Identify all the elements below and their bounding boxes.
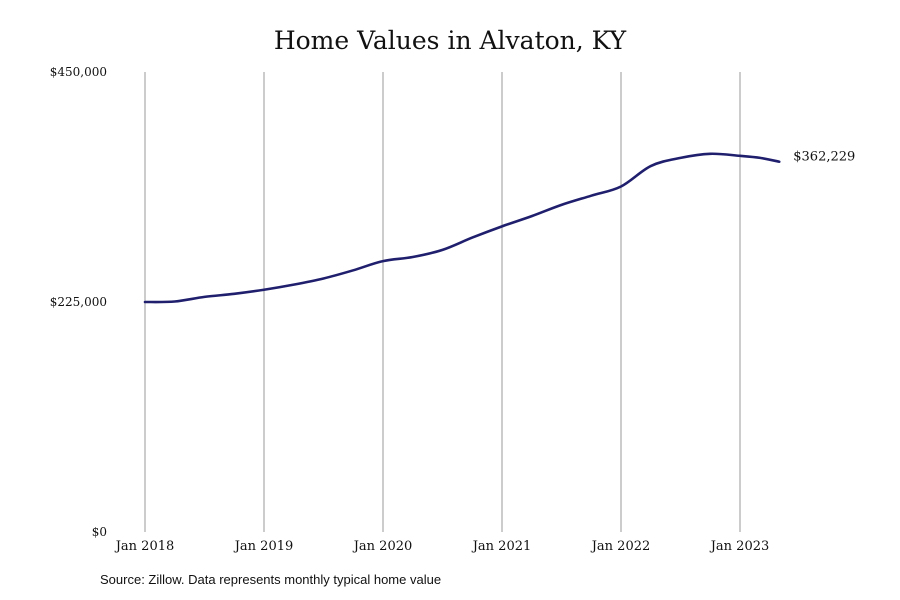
x-tick-label: Jan 2023 bbox=[709, 539, 770, 554]
series-group bbox=[143, 152, 781, 304]
x-axis: Jan 2018 Jan 2019 Jan 2020 Jan 2021 Jan 2022… bbox=[114, 539, 770, 554]
x-tick-label: Jan 2021 bbox=[471, 539, 532, 554]
y-axis: $0 $225,000 $450,000 bbox=[50, 65, 107, 539]
series-line-0 bbox=[143, 152, 781, 304]
x-tick-label: Jan 2019 bbox=[233, 539, 294, 554]
y-tick-label: $0 bbox=[92, 525, 107, 539]
grid-lines bbox=[144, 72, 741, 532]
data-labels: $362,229 bbox=[793, 150, 855, 165]
x-tick-label: Jan 2018 bbox=[114, 539, 175, 554]
end-value-label: $362,229 bbox=[793, 150, 855, 165]
x-tick-label: Jan 2020 bbox=[352, 539, 413, 554]
y-tick-label: $450,000 bbox=[50, 65, 107, 79]
x-tick-label: Jan 2022 bbox=[590, 539, 651, 554]
chart-title: Home Values in Alvaton, KY bbox=[273, 26, 627, 55]
source-note: Source: Zillow. Data represents monthly … bbox=[100, 572, 442, 587]
y-tick-label: $225,000 bbox=[50, 295, 107, 309]
